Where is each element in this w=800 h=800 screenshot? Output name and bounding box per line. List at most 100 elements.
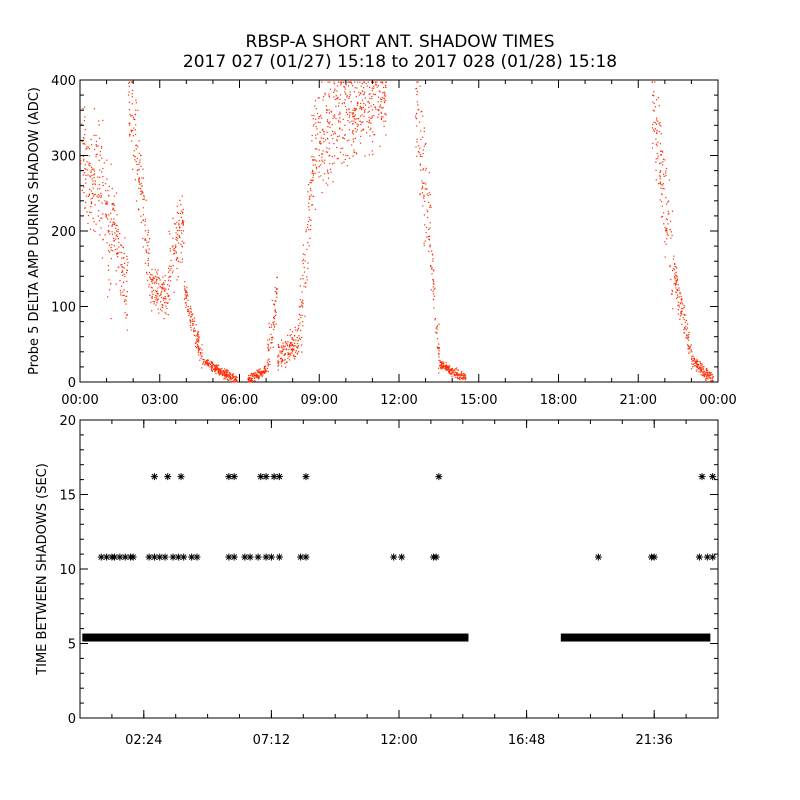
top-data-point (656, 123, 658, 125)
top-data-point (345, 154, 347, 156)
top-data-point (368, 154, 370, 156)
top-data-point (687, 338, 689, 340)
top-data-point (420, 138, 422, 140)
top-data-point (287, 334, 289, 336)
top-data-point (691, 363, 693, 365)
top-data-point (120, 264, 122, 266)
top-data-point (273, 304, 276, 306)
top-data-point (178, 235, 180, 238)
top-data-point (178, 224, 180, 226)
top-data-point (317, 133, 319, 135)
top-data-point (205, 362, 207, 364)
top-data-point (197, 334, 199, 336)
top-data-point (197, 335, 199, 337)
top-data-point (361, 106, 363, 109)
top-data-point (428, 239, 430, 241)
top-data-point (664, 226, 666, 228)
top-data-point (193, 334, 195, 336)
top-data-point (165, 298, 167, 300)
top-data-point (109, 251, 111, 253)
top-data-point (84, 168, 86, 170)
top-data-point (227, 379, 229, 381)
top-data-point (196, 344, 198, 346)
bottom-y-axis-label: TIME BETWEEN SHADOWS (SEC) (35, 463, 50, 676)
top-data-point (383, 94, 386, 96)
top-data-point (231, 377, 234, 379)
top-data-point (277, 365, 279, 367)
top-data-point (683, 314, 685, 316)
top-data-point (311, 134, 313, 137)
top-data-point (260, 374, 263, 376)
top-data-point (147, 257, 149, 260)
top-data-point (359, 107, 361, 109)
top-data-point (220, 373, 222, 375)
top-data-point (132, 129, 134, 131)
top-data-point (208, 364, 210, 366)
top-data-point (285, 341, 287, 343)
top-data-point (328, 112, 330, 114)
top-data-point (93, 183, 95, 185)
top-data-point (170, 280, 172, 282)
top-data-point (338, 119, 340, 121)
top-data-point (274, 287, 276, 289)
top-data-point (294, 326, 296, 328)
top-data-point (182, 208, 184, 211)
top-data-point (142, 192, 144, 194)
bottom-plot-frame (79, 419, 719, 719)
top-data-point (226, 370, 228, 372)
top-data-point (337, 81, 339, 83)
top-data-point (89, 162, 91, 165)
top-data-point (167, 294, 169, 296)
top-data-point (212, 365, 214, 367)
top-data-point (267, 345, 269, 347)
top-data-point (451, 368, 453, 370)
asterisk-marker (390, 553, 398, 561)
top-data-point (310, 219, 312, 221)
top-data-point (369, 102, 371, 104)
top-data-point (99, 154, 101, 156)
top-data-point (277, 369, 279, 371)
top-data-point (177, 276, 179, 278)
top-data-point (666, 219, 668, 221)
top-data-point (378, 110, 380, 112)
top-data-point (223, 371, 225, 373)
top-data-point (676, 278, 678, 280)
top-data-point (352, 114, 354, 116)
top-data-point (191, 314, 193, 316)
top-data-point (159, 279, 161, 281)
top-data-point (450, 368, 452, 370)
top-data-point (297, 328, 299, 330)
top-data-points (80, 81, 714, 383)
top-data-point (129, 124, 131, 126)
top-data-point (357, 124, 359, 126)
top-data-point (429, 204, 431, 207)
asterisk-marker (262, 553, 270, 561)
top-data-point (333, 81, 335, 83)
top-data-point (154, 301, 156, 303)
top-data-point (169, 298, 171, 300)
top-data-point (182, 211, 184, 213)
top-data-point (193, 327, 195, 329)
top-data-point (370, 117, 372, 119)
top-data-point (187, 308, 189, 311)
top-data-point (320, 137, 322, 139)
top-data-point (140, 188, 142, 190)
top-data-point (151, 287, 153, 289)
top-data-point (169, 233, 171, 235)
marker-stroke (231, 473, 238, 480)
top-data-point (282, 342, 284, 344)
top-data-point (281, 345, 283, 347)
top-data-point (677, 296, 679, 298)
top-data-point (668, 179, 670, 181)
top-data-point (438, 346, 440, 349)
top-data-point (250, 374, 252, 376)
top-data-point (314, 159, 316, 161)
top-data-point (445, 365, 447, 367)
top-data-point (346, 165, 348, 167)
top-data-point (206, 364, 208, 366)
top-y-tick-label: 400 (51, 74, 76, 89)
top-data-point (463, 375, 465, 377)
top-data-point (438, 347, 440, 349)
top-data-point (249, 376, 251, 378)
top-data-point (423, 197, 425, 199)
